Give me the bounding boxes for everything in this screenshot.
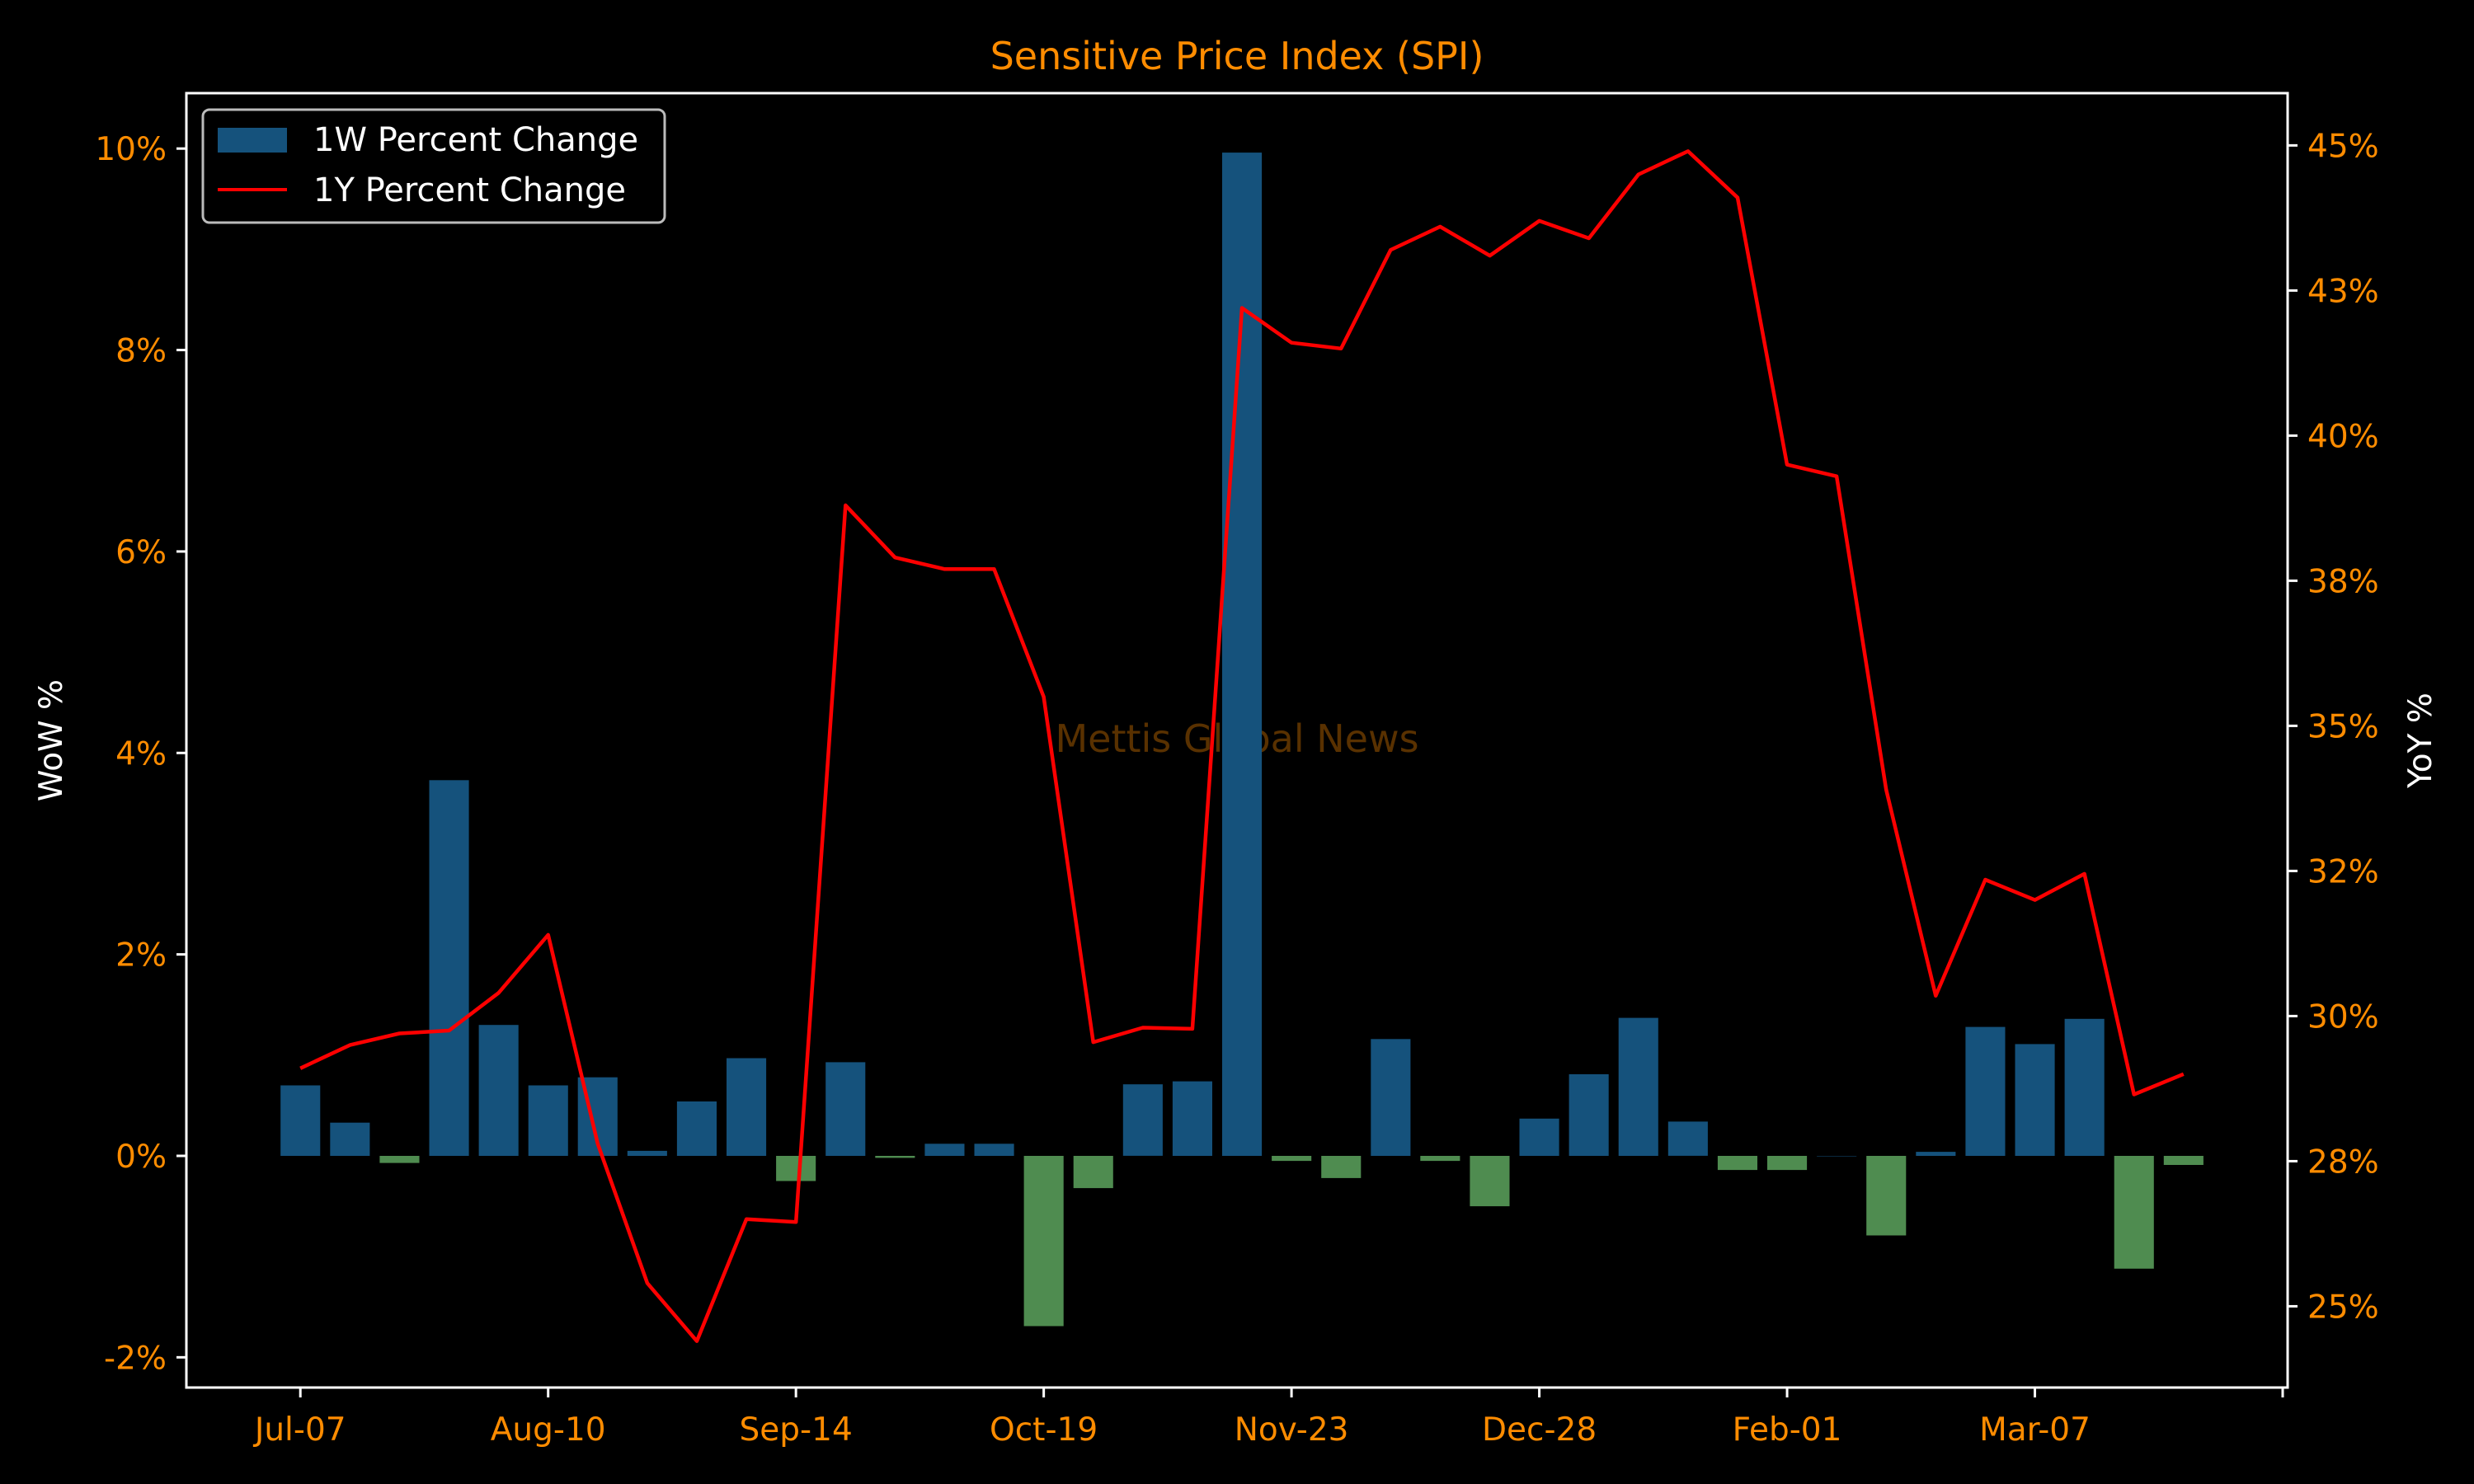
left-tick-label: 0% (115, 1139, 167, 1176)
bar-week-34 (1965, 1026, 2006, 1156)
plot-frame (185, 92, 2289, 1389)
bar-week-10 (776, 1156, 816, 1181)
legend-label-yearly: 1Y Percent Change (313, 171, 626, 209)
bar-week-16 (1073, 1156, 1113, 1189)
bar-week-0 (280, 1085, 321, 1156)
legend-bar-swatch (218, 128, 287, 153)
bar-week-17 (1122, 1084, 1163, 1156)
x-tick-label: Oct-19 (990, 1411, 1098, 1449)
legend: 1W Percent Change 1Y Percent Change (201, 108, 666, 224)
x-tick-label: Nov-23 (1235, 1411, 1349, 1449)
bar-week-19 (1222, 153, 1263, 1157)
x-tick-label: Jul-07 (252, 1411, 346, 1449)
bar-week-8 (676, 1101, 717, 1156)
right-tick-label: 28% (2307, 1144, 2379, 1181)
x-tick-label: Sep-14 (740, 1411, 853, 1449)
x-tick-label: Feb-01 (1733, 1411, 1842, 1449)
bar-week-31 (1817, 1156, 1857, 1157)
bar-week-25 (1519, 1118, 1559, 1156)
legend-box (201, 108, 666, 224)
right-axis-ticks: 25% 28% 30% 32% 35% 38% 40% 43% 45% (2288, 128, 2379, 1326)
bar-week-14 (974, 1144, 1014, 1156)
right-tick-label: 25% (2307, 1289, 2379, 1326)
bar-week-18 (1172, 1081, 1212, 1156)
bar-week-15 (1023, 1156, 1064, 1327)
bar-week-2 (379, 1156, 420, 1163)
right-axis-title: YoY % (2402, 693, 2439, 789)
x-tick-label: Mar-07 (1979, 1411, 2091, 1449)
right-tick-label: 40% (2307, 418, 2379, 455)
right-tick-label: 32% (2307, 853, 2379, 890)
bar-week-4 (478, 1025, 519, 1156)
bar-week-22 (1371, 1039, 1411, 1156)
bar-week-23 (1420, 1156, 1460, 1162)
bar-week-7 (627, 1150, 667, 1156)
x-axis-ticks: Jul-07 Aug-10 Sep-14 Oct-19 Nov-23 Dec-28 Feb-… (252, 1388, 2284, 1449)
right-tick-label: 35% (2307, 708, 2379, 745)
chart-title: Sensitive Price Index (SPI) (990, 34, 1484, 78)
bar-week-37 (2114, 1156, 2154, 1269)
bar-week-9 (727, 1058, 767, 1156)
bar-week-13 (924, 1144, 965, 1156)
bar-week-3 (429, 780, 469, 1156)
bar-week-28 (1667, 1121, 1708, 1156)
left-tick-label: 8% (115, 333, 167, 370)
bar-week-1 (330, 1122, 370, 1156)
bar-week-35 (2015, 1044, 2055, 1156)
x-tick-label: Dec-28 (1482, 1411, 1597, 1449)
yearly-change-line-layer (299, 149, 2185, 1343)
weekly-change-bars (280, 153, 2204, 1327)
left-tick-label: 6% (115, 534, 167, 571)
left-tick-label: 4% (115, 735, 167, 773)
bar-week-12 (875, 1156, 915, 1158)
left-tick-label: -2% (104, 1340, 167, 1377)
bar-week-26 (1569, 1074, 1609, 1156)
left-axis-ticks: -2% 0% 2% 4% 6% 8% 10% (95, 131, 186, 1377)
bar-week-5 (528, 1085, 568, 1156)
bar-week-20 (1272, 1156, 1312, 1162)
bar-week-21 (1321, 1156, 1362, 1178)
x-tick-label: Aug-10 (491, 1411, 606, 1449)
yearly-change-line (299, 149, 2185, 1343)
left-tick-label: 10% (95, 131, 167, 168)
bar-week-36 (2064, 1018, 2105, 1156)
bar-week-11 (825, 1062, 866, 1156)
right-tick-label: 43% (2307, 273, 2379, 310)
bar-week-24 (1470, 1156, 1510, 1207)
legend-label-weekly: 1W Percent Change (313, 121, 638, 159)
right-tick-label: 38% (2307, 563, 2379, 600)
right-tick-label: 45% (2307, 128, 2379, 165)
left-axis-title: WoW % (33, 679, 70, 801)
bar-week-38 (2163, 1156, 2204, 1165)
bar-week-32 (1866, 1156, 1907, 1236)
bar-week-29 (1717, 1156, 1757, 1171)
bar-week-30 (1767, 1156, 1808, 1171)
right-tick-label: 30% (2307, 998, 2379, 1036)
bar-week-27 (1618, 1017, 1658, 1156)
bar-week-33 (1916, 1152, 1956, 1156)
left-tick-label: 2% (115, 937, 167, 974)
